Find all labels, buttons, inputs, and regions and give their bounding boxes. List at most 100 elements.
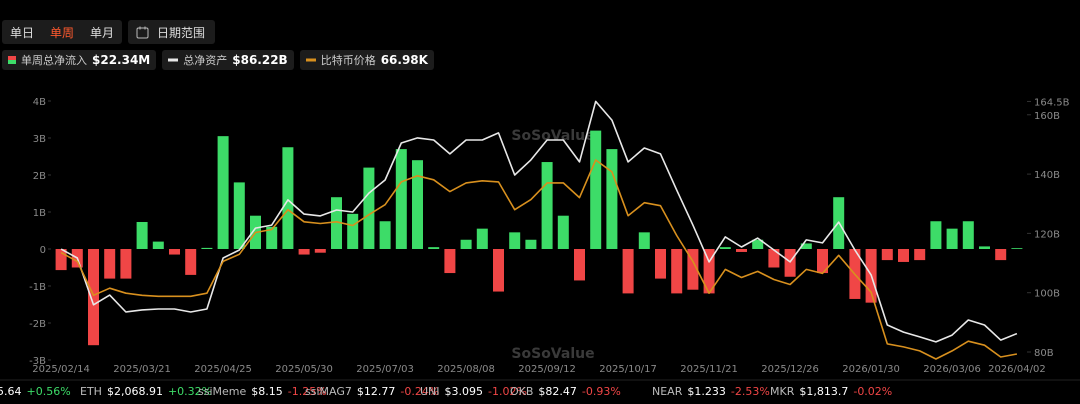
ticker-name: ETH bbox=[80, 385, 102, 398]
x-tick-label: 2025/11/21 bbox=[680, 364, 738, 375]
tab[interactable]: 单月 bbox=[90, 25, 115, 40]
legend-icon bbox=[305, 58, 316, 62]
bar bbox=[266, 226, 278, 249]
legend-name: 总净资产 bbox=[183, 54, 228, 67]
calendar-icon bbox=[136, 26, 149, 38]
x-tick-label: 2025/05/30 bbox=[275, 364, 333, 375]
bar bbox=[233, 182, 245, 249]
legend-icon bbox=[168, 58, 179, 62]
bar bbox=[314, 249, 326, 253]
ticker-name: UNI bbox=[420, 385, 440, 398]
legend-value: 66.98K bbox=[380, 53, 428, 67]
bar bbox=[347, 213, 359, 249]
bar bbox=[395, 149, 407, 249]
y-tick-label: 4B bbox=[33, 97, 46, 108]
bar bbox=[914, 249, 926, 261]
y-tick-label: 3B bbox=[33, 134, 46, 145]
bar bbox=[104, 249, 116, 279]
x-tick-label: 2025/10/17 bbox=[599, 364, 657, 375]
legend-item[interactable]: 比特币价格 66.98K bbox=[299, 50, 434, 70]
bar bbox=[120, 249, 132, 279]
ticker-change: -1.25% bbox=[288, 385, 327, 398]
bar bbox=[622, 249, 634, 294]
tab[interactable]: 单日 bbox=[10, 25, 35, 40]
legend-name: 比特币价格 bbox=[320, 54, 376, 67]
x-tick-label: 2026/03/06 bbox=[923, 364, 981, 375]
bar bbox=[476, 228, 488, 249]
ticker-item: MKR $1,813.7 -0.02% bbox=[770, 385, 892, 398]
ticker-price: $8.15 bbox=[251, 385, 283, 398]
bar bbox=[752, 239, 764, 249]
bar bbox=[768, 249, 780, 268]
y2-tick-label: 80B bbox=[1034, 348, 1054, 359]
y2-tick-label: 140B bbox=[1034, 170, 1060, 181]
bar bbox=[962, 221, 974, 249]
y-tick-label: -2B bbox=[29, 319, 46, 330]
legend-item[interactable]: 总净资产 $86.22B bbox=[162, 50, 294, 70]
bar bbox=[363, 167, 375, 249]
ticker-name: MKR bbox=[770, 385, 795, 398]
bar bbox=[800, 243, 812, 249]
bar bbox=[898, 249, 909, 262]
bar bbox=[217, 136, 229, 249]
bar bbox=[169, 249, 180, 255]
ticker-name: ssiMAG7 bbox=[305, 385, 352, 398]
x-tick-label: 2025/03/21 bbox=[113, 364, 171, 375]
ticker-item: 5.64 +0.56% bbox=[0, 385, 71, 398]
x-tick-label: 2025/07/03 bbox=[356, 364, 414, 375]
ticker: 5.64 +0.56% ETH $2,068.91 +0.32%ssiMeme $8.15… bbox=[0, 385, 892, 398]
bar bbox=[930, 221, 942, 249]
period-tabs: 单日 单周 单月 bbox=[2, 20, 123, 44]
bar bbox=[946, 228, 958, 249]
bar bbox=[136, 221, 148, 249]
ticker-item: ssiMAG7 $12.77 -0.24% bbox=[305, 385, 439, 398]
bar bbox=[606, 149, 618, 249]
ticker-price: $12.77 bbox=[357, 385, 396, 398]
watermark: SoSoValue bbox=[511, 346, 594, 362]
legend-value: $22.34M bbox=[92, 53, 151, 67]
bar bbox=[509, 232, 521, 249]
bar bbox=[88, 249, 99, 346]
bar bbox=[1011, 248, 1023, 249]
ticker-change: +0.56% bbox=[27, 385, 71, 398]
ticker-item: ssiMeme $8.15 -1.25% bbox=[198, 385, 327, 398]
ticker-change: -0.02% bbox=[853, 385, 892, 398]
x-tick-label: 2026/01/30 bbox=[842, 364, 900, 375]
bar bbox=[574, 249, 585, 281]
legend-item[interactable]: 单周总净流入 $22.34M bbox=[2, 50, 157, 70]
ticker-name: OKB bbox=[510, 385, 533, 398]
bar bbox=[412, 160, 423, 249]
y2-tick-label: 160B bbox=[1034, 111, 1060, 122]
ticker-price: 5.64 bbox=[0, 385, 22, 398]
bar bbox=[736, 249, 747, 252]
ticker-change: -0.93% bbox=[582, 385, 621, 398]
tab[interactable]: 单周 bbox=[50, 25, 75, 40]
bar bbox=[590, 130, 602, 249]
legend-name: 单周总净流入 bbox=[21, 54, 87, 67]
date-range-button[interactable]: 日期范围 bbox=[128, 20, 216, 44]
ticker-name: NEAR bbox=[652, 385, 683, 398]
bar bbox=[379, 221, 391, 249]
x-tick-label: 2025/08/08 bbox=[437, 364, 495, 375]
y-tick-label: -3B bbox=[29, 356, 46, 367]
x-tick-label: 2025/02/14 bbox=[32, 364, 90, 375]
legend: 单周总净流入 $22.34M 总净资产 $86.22B 比特币价格 66.98K bbox=[2, 50, 434, 70]
ticker-price: $82.47 bbox=[538, 385, 577, 398]
bar bbox=[655, 249, 666, 279]
ticker-name: ssiMeme bbox=[198, 385, 246, 398]
bar bbox=[638, 232, 650, 249]
bar bbox=[460, 239, 472, 249]
bar bbox=[703, 249, 715, 294]
bar bbox=[444, 249, 456, 274]
ticker-price: $1,813.7 bbox=[799, 385, 848, 398]
line bbox=[60, 159, 1018, 360]
ticker-price: $3.095 bbox=[445, 385, 484, 398]
bar bbox=[784, 249, 796, 277]
x-tick-label: 2025/09/12 bbox=[518, 364, 576, 375]
bar bbox=[493, 249, 504, 292]
x-tick-label: 2025/04/25 bbox=[194, 364, 252, 375]
x-tick-label: 2025/12/26 bbox=[761, 364, 819, 375]
date-range-label: 日期范围 bbox=[157, 25, 206, 40]
bar bbox=[671, 249, 683, 294]
